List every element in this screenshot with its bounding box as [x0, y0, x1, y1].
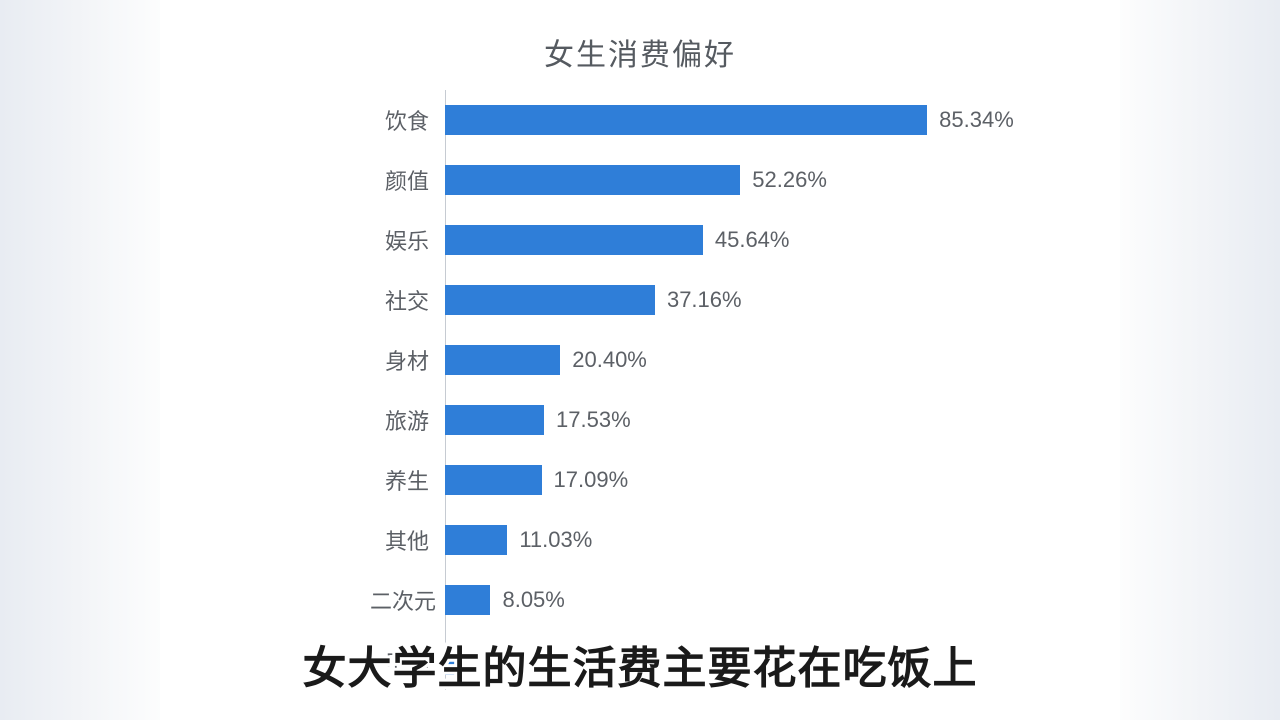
bar-value-label: 85.34%	[927, 105, 1014, 135]
bar	[445, 585, 490, 615]
bar-value-label: 11.03%	[507, 525, 592, 555]
bar-row: 其他 11.03%	[370, 521, 1010, 559]
category-label: 娱乐	[370, 224, 445, 256]
bar-rows: 饮食85.34%颜值52.26%娱乐45.64%社交37.16%身材20.40%…	[370, 90, 1010, 690]
bar-row: 电竞	[370, 641, 1010, 679]
bar-track: 8.05%	[445, 585, 1010, 615]
bar-row: 二次元 8.05%	[370, 581, 1010, 619]
bar-track: 85.34%	[445, 105, 1010, 135]
bar-track: 45.64%	[445, 225, 1010, 255]
bar	[445, 105, 927, 135]
bar	[445, 285, 655, 315]
bar	[445, 525, 507, 555]
category-label: 社交	[370, 284, 445, 316]
bar-track: 11.03%	[445, 525, 1010, 555]
bar-value-label: 37.16%	[655, 285, 742, 315]
bar-value-label: 17.09%	[542, 465, 629, 495]
bar-track	[445, 645, 1010, 675]
bar	[445, 165, 740, 195]
category-label: 旅游	[370, 404, 445, 436]
category-label: 其他	[370, 524, 445, 556]
bar-track: 17.09%	[445, 465, 1010, 495]
bar-value-label: 52.26%	[740, 165, 827, 195]
bar-row: 饮食85.34%	[370, 101, 1010, 139]
bar	[445, 225, 703, 255]
bar-track: 52.26%	[445, 165, 1010, 195]
bar-track: 17.53%	[445, 405, 1010, 435]
bar-row: 娱乐 45.64%	[370, 221, 1010, 259]
bar	[445, 405, 544, 435]
chart-area: 饮食85.34%颜值52.26%娱乐45.64%社交37.16%身材20.40%…	[370, 90, 1010, 690]
chart-panel: 女生消费偏好 饮食85.34%颜值52.26%娱乐45.64%社交37.16%身…	[160, 0, 1120, 720]
bar-value-label: 17.53%	[544, 405, 631, 435]
bar	[445, 645, 463, 675]
bar-row: 社交 37.16%	[370, 281, 1010, 319]
bar-value-label: 45.64%	[703, 225, 790, 255]
bar	[445, 465, 542, 495]
bar	[445, 345, 560, 375]
category-label: 二次元	[370, 584, 445, 616]
category-label: 颜值	[370, 164, 445, 196]
category-label: 电竞	[370, 644, 445, 676]
bar-value-label	[463, 645, 475, 675]
bar-row: 身材 20.40%	[370, 341, 1010, 379]
category-label: 身材	[370, 344, 445, 376]
bar-row: 颜值 52.26%	[370, 161, 1010, 199]
bar-value-label: 20.40%	[560, 345, 647, 375]
bar-row: 旅游 17.53%	[370, 401, 1010, 439]
bar-track: 37.16%	[445, 285, 1010, 315]
bar-value-label: 8.05%	[490, 585, 564, 615]
chart-title: 女生消费偏好	[160, 30, 1120, 74]
category-label: 饮食	[370, 104, 445, 136]
bar-row: 养生 17.09%	[370, 461, 1010, 499]
category-label: 养生	[370, 464, 445, 496]
bar-track: 20.40%	[445, 345, 1010, 375]
